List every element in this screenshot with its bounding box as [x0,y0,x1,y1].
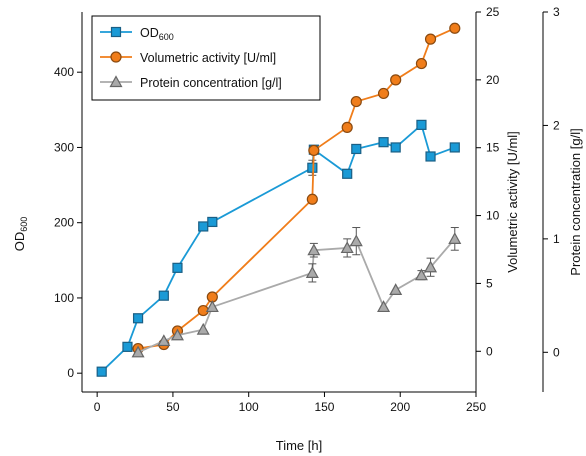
legend-label-sub: 600 [159,32,174,42]
data-point-od [96,366,107,377]
prot-tick-label: 0 [553,345,560,359]
act-tick-label: 5 [486,276,493,290]
data-point-act [424,33,437,45]
legend-box [91,15,321,101]
data-point-act [341,121,353,133]
act-axis-title: Volumetric activity [U/ml] [505,131,520,273]
data-point-od [132,313,144,324]
data-point-od [122,341,133,352]
data-point-act [415,57,428,70]
series-layer [96,22,462,377]
legend-label: OD600 [140,26,174,42]
data-point-od [390,142,401,153]
od-tick-label: 100 [54,291,74,305]
x-tick-label: 50 [166,400,180,414]
prot-axis-title: Protein concentration [g/l] [568,128,583,275]
data-point-od [378,137,389,148]
data-point-act [308,144,320,157]
data-point-prot [349,234,363,247]
act-tick-label: 20 [486,73,500,87]
y-axis-title-od: OD600 [12,217,29,252]
x-tick-label: 0 [94,400,101,414]
data-point-act [377,87,390,100]
data-point-act [390,74,402,86]
y-axis-title-sub: 600 [19,217,29,232]
x-axis-title: Time [h] [276,438,322,453]
data-point-prot [131,345,145,358]
data-point-od [425,151,436,162]
y-axis-title-main: OD [12,232,27,252]
data-point-od [172,262,183,273]
x-tick-label: 200 [390,400,410,414]
od-tick-label: 0 [67,366,74,380]
data-point-prot [170,328,184,341]
legend-label: Volumetric activity [U/ml] [140,51,276,65]
series-prot [131,227,462,358]
data-point-prot [448,232,462,244]
data-point-od [207,216,218,228]
act-tick-label: 10 [486,209,500,223]
x-tick-label: 100 [239,400,259,414]
prot-tick-label: 2 [553,118,560,132]
prot-tick-label: 1 [553,232,560,246]
legend-label-main: OD [140,26,159,40]
od-tick-label: 400 [54,65,74,79]
legend-marker [110,51,122,63]
data-point-od [158,290,169,301]
data-point-act [449,22,461,34]
data-point-prot [196,322,210,335]
data-point-prot [205,300,219,313]
legend-marker [110,26,122,38]
data-point-od [416,119,427,130]
data-point-prot [157,334,171,347]
data-point-prot [340,241,354,254]
od-tick-label: 300 [54,140,74,154]
act-tick-label: 25 [486,5,500,19]
legend: OD600 Volumetric activity [U/ml] Protein c… [91,15,321,101]
data-point-od [198,221,209,232]
data-point-prot [377,300,391,313]
x-tick-label: 150 [314,400,334,414]
od-tick-label: 200 [54,216,74,230]
data-point-prot [424,260,438,273]
data-point-act [306,193,318,205]
series-act [132,22,461,355]
data-point-act [350,95,362,108]
legend-label: Protein concentration [g/l] [140,76,282,90]
data-point-od [351,143,362,155]
series-line-od [101,123,456,373]
data-point-prot [389,283,403,296]
data-point-prot [305,266,319,278]
data-point-od [449,142,460,153]
x-tick-label: 250 [466,400,486,414]
legend-marker [109,75,123,88]
act-tick-label: 0 [486,344,493,358]
prot-tick-label: 3 [553,5,560,19]
act-tick-label: 15 [486,141,500,155]
data-point-prot [414,268,428,281]
series-od [96,119,460,377]
data-point-prot [307,243,321,256]
data-point-od [342,168,353,179]
